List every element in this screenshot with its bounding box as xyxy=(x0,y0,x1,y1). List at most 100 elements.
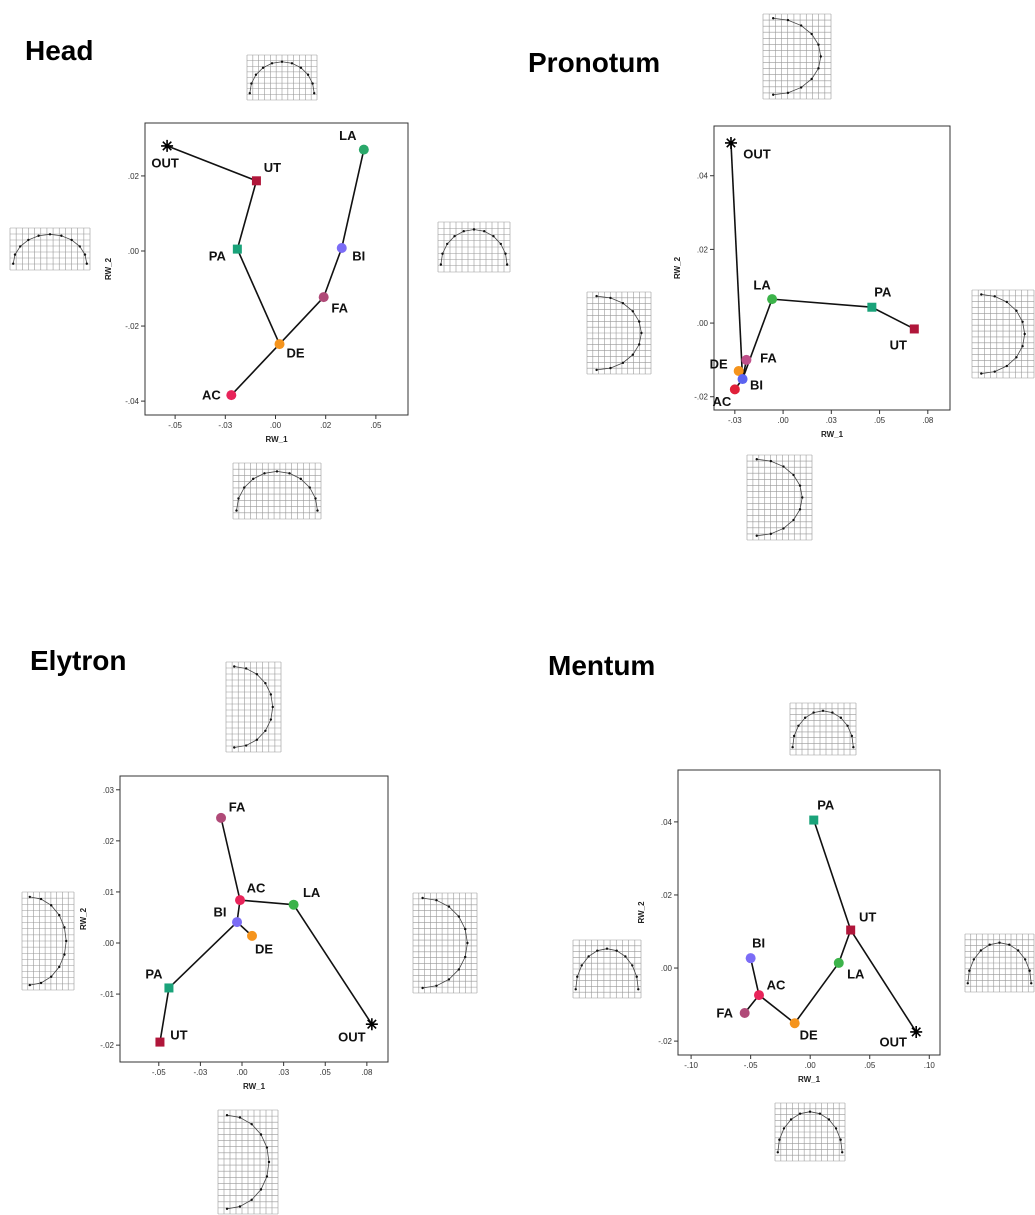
landmark xyxy=(272,706,274,708)
landmark xyxy=(483,230,485,232)
landmark xyxy=(421,987,423,989)
point-circle xyxy=(275,339,285,349)
landmark xyxy=(63,926,65,928)
x-tick-label: .00 xyxy=(236,1068,248,1077)
landmark xyxy=(473,228,475,230)
landmark xyxy=(1030,982,1032,984)
landmark xyxy=(797,725,799,727)
x-tick-label: .10 xyxy=(924,1061,936,1070)
point-label: OUT xyxy=(338,1030,366,1045)
y-axis-label: RW_2 xyxy=(637,901,646,924)
landmark xyxy=(770,460,772,462)
landmark xyxy=(307,74,309,76)
point-circle xyxy=(741,355,751,365)
point-circle xyxy=(216,813,226,823)
landmark xyxy=(492,235,494,237)
y-tick-label: .00 xyxy=(103,939,115,948)
x-tick-label: .00 xyxy=(805,1061,817,1070)
landmark xyxy=(268,1161,270,1163)
deformation-grid xyxy=(775,1103,845,1161)
landmark xyxy=(264,730,266,732)
landmark xyxy=(782,527,784,529)
edge xyxy=(237,249,279,344)
plot-frame xyxy=(120,776,388,1062)
landmark xyxy=(441,252,443,254)
edge xyxy=(237,181,256,249)
landmark xyxy=(1006,301,1008,303)
edge xyxy=(160,988,169,1042)
x-tick-label: -.03 xyxy=(218,421,232,430)
outline xyxy=(237,471,318,510)
chart-title: Elytron xyxy=(30,645,126,676)
deformation-grid xyxy=(413,893,477,993)
landmark xyxy=(820,55,822,57)
landmark xyxy=(233,665,235,667)
landmark xyxy=(271,62,273,64)
point-circle xyxy=(767,294,777,304)
landmark xyxy=(316,509,318,511)
landmark xyxy=(300,67,302,69)
chart-title: Mentum xyxy=(548,650,655,681)
landmark xyxy=(250,1199,252,1201)
plot-frame xyxy=(714,126,950,410)
y-tick-label: .00 xyxy=(661,964,673,973)
deformation-grid xyxy=(218,1110,278,1214)
landmark xyxy=(506,263,508,265)
deformation-grid xyxy=(790,703,856,755)
landmark xyxy=(463,230,465,232)
point-circle xyxy=(738,374,748,384)
y-tick-label: -.02 xyxy=(100,1041,114,1050)
landmark xyxy=(632,353,634,355)
edge xyxy=(814,820,851,930)
y-tick-label: .02 xyxy=(128,172,140,181)
x-tick-label: -.05 xyxy=(168,421,182,430)
point-circle xyxy=(754,990,764,1000)
y-tick-label: -.04 xyxy=(125,397,139,406)
point-circle xyxy=(790,1018,800,1028)
point-circle xyxy=(834,958,844,968)
landmark xyxy=(994,295,996,297)
landmark xyxy=(239,1116,241,1118)
landmark xyxy=(40,898,42,900)
edge xyxy=(231,344,279,395)
outline xyxy=(13,234,87,263)
landmark xyxy=(263,472,265,474)
landmark xyxy=(435,985,437,987)
deformation-grid xyxy=(438,222,510,272)
edge xyxy=(751,958,759,995)
landmark xyxy=(801,496,803,498)
landmark xyxy=(770,533,772,535)
point-circle xyxy=(730,384,740,394)
landmark xyxy=(756,458,758,460)
landmark xyxy=(778,1139,780,1141)
landmark xyxy=(65,940,67,942)
point-circle xyxy=(232,917,242,927)
point-label: DE xyxy=(710,356,728,371)
point-square xyxy=(233,245,242,254)
edge xyxy=(759,995,795,1023)
landmark xyxy=(622,362,624,364)
landmark xyxy=(632,310,634,312)
landmark xyxy=(239,1205,241,1207)
landmark xyxy=(799,508,801,510)
landmark xyxy=(60,235,62,237)
landmark xyxy=(266,1175,268,1177)
x-tick-label: -.03 xyxy=(194,1068,208,1077)
point-label: UT xyxy=(859,909,876,924)
point-label: DE xyxy=(800,1028,818,1043)
landmark xyxy=(792,474,794,476)
landmark xyxy=(587,955,589,957)
point-label: UT xyxy=(264,160,281,175)
landmark xyxy=(609,297,611,299)
landmark xyxy=(819,1112,821,1114)
landmark xyxy=(822,710,824,712)
point-label: UT xyxy=(170,1028,187,1043)
y-axis-label: RW_2 xyxy=(673,256,682,279)
landmark xyxy=(300,478,302,480)
landmark xyxy=(63,953,65,955)
landmark xyxy=(772,17,774,19)
landmark xyxy=(994,370,996,372)
landmark xyxy=(256,673,258,675)
landmark xyxy=(1023,333,1025,335)
landmark xyxy=(777,1151,779,1153)
